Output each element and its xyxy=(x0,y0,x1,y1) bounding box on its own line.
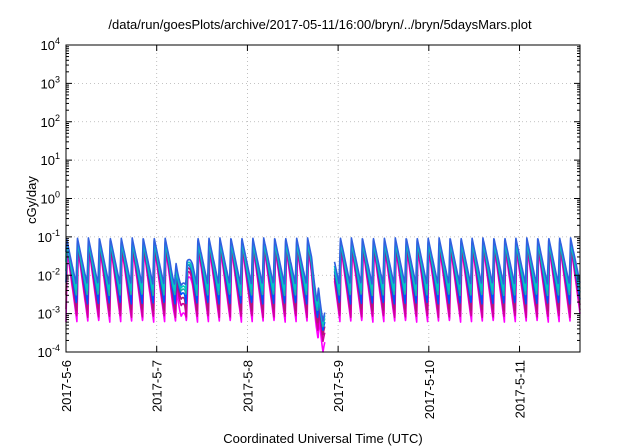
y-tick-label: 10-1 xyxy=(38,228,60,245)
axis-ticks: 10-4 10-3 10-2 10-1 100 101 102 103 104 2017-5-6 2… xyxy=(38,36,580,419)
x-tick-label: 2017-5-11 xyxy=(513,360,528,418)
y-tick-label: 100 xyxy=(41,190,60,207)
y-tick-label: 10-4 xyxy=(38,343,60,360)
y-tick-label: 10-2 xyxy=(38,266,60,283)
x-tick-label: 2017-5-8 xyxy=(240,360,255,412)
series-group xyxy=(65,237,581,353)
y-tick-label: 103 xyxy=(41,74,60,91)
x-tick-label: 2017-5-6 xyxy=(59,360,74,412)
chart-title: /data/run/goesPlots/archive/2017-05-11/1… xyxy=(108,17,532,32)
x-tick-label: 2017-5-10 xyxy=(422,360,437,419)
y-tick-label: 102 xyxy=(41,113,60,130)
series-line xyxy=(65,237,581,322)
y-tick-label: 104 xyxy=(41,36,60,53)
y-tick-label: 10-3 xyxy=(38,305,60,322)
y-tick-label: 101 xyxy=(41,151,60,168)
y-axis-label: cGy/day xyxy=(24,176,39,224)
x-tick-label: 2017-5-9 xyxy=(331,360,346,412)
x-axis-label: Coordinated Universal Time (UTC) xyxy=(223,431,422,446)
x-tick-label: 2017-5-7 xyxy=(150,360,165,412)
